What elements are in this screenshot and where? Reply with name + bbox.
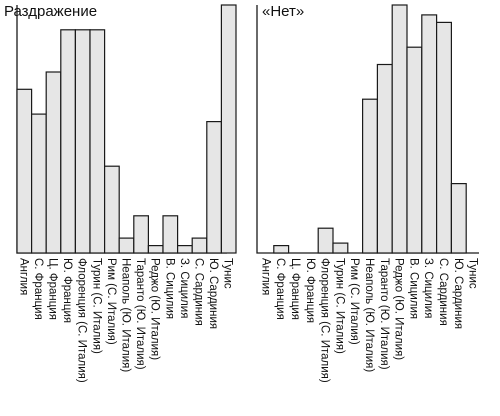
chart-panel-irritation: Раздражение Англия С. Франция Ц. Франция Ю.… xyxy=(4,3,237,383)
tick-label-irritation-10: Реджо (Ю. Италия) xyxy=(149,258,161,360)
tick-labels-irritation: Англия С. Франция Ц. Франция Ю. Франция Флор… xyxy=(17,258,233,383)
bar-no-5 xyxy=(317,227,334,254)
bar-irritation-1 xyxy=(16,88,33,254)
chart-title-irritation: Раздражение xyxy=(4,3,97,20)
bar-irritation-9 xyxy=(133,215,150,254)
tick-label-no-10: Реджо (Ю. Италия) xyxy=(393,258,405,360)
bar-irritation-3 xyxy=(45,71,62,254)
bar-no-14 xyxy=(450,183,467,254)
bar-no-6 xyxy=(332,242,349,254)
tick-label-irritation-11: В. Сицилия xyxy=(163,258,175,319)
bars-no xyxy=(273,4,467,254)
tick-label-no-1: Англия xyxy=(259,258,271,295)
chart-title-no: «Нет» xyxy=(262,3,304,20)
bar-no-13 xyxy=(436,21,453,254)
tick-label-irritation-14: Ю. Сардиния xyxy=(207,258,219,329)
tick-labels-no: Англия С. Франция Ц. Франция Ю. Франция Флор… xyxy=(259,258,478,383)
tick-label-no-13: С. Сардиния xyxy=(437,258,449,326)
tick-label-irritation-13: С. Сардиния xyxy=(193,258,205,326)
bar-irritation-15 xyxy=(220,4,237,254)
bar-irritation-12 xyxy=(177,245,193,254)
bar-irritation-10 xyxy=(147,245,164,254)
tick-label-irritation-9: Таранто (Ю. Италия) xyxy=(134,258,146,370)
bar-irritation-7 xyxy=(103,165,120,254)
tick-label-no-9: Таранто (Ю. Италия) xyxy=(378,258,390,370)
tick-label-irritation-2: С. Франция xyxy=(32,258,44,320)
tick-label-irritation-3: Ц. Франция xyxy=(47,258,59,320)
tick-label-no-14: Ю. Сардиния xyxy=(452,258,464,329)
tick-label-no-2: С. Франция xyxy=(274,258,286,320)
tick-label-no-5: Флоренция (С. Италия) xyxy=(319,258,331,383)
tick-label-irritation-6: Турин (С. Италия) xyxy=(90,258,102,354)
bar-irritation-11 xyxy=(162,215,179,254)
tick-label-no-8: Неаполь (Ю. Италия) xyxy=(363,258,375,372)
tick-label-no-4: Ю. Франция xyxy=(304,258,316,323)
tick-label-no-11: В. Сицилия xyxy=(407,258,419,319)
bar-no-12 xyxy=(421,14,438,254)
tick-label-irritation-4: Ю. Франция xyxy=(61,258,73,323)
tick-label-no-15: Тунис xyxy=(467,258,479,289)
tick-label-irritation-12: З. Сицилия xyxy=(178,258,190,318)
bar-irritation-14 xyxy=(206,120,223,254)
bar-no-10 xyxy=(391,4,408,254)
bars-irritation xyxy=(16,4,237,254)
bar-irritation-13 xyxy=(191,237,208,254)
chart-panel-no: «Нет» Англия С. Франция Ц. Франция Ю. Франц… xyxy=(256,3,479,383)
bar-irritation-8 xyxy=(118,237,135,254)
bar-irritation-6 xyxy=(89,29,106,254)
tick-label-irritation-5: Флоренция (С. Италия) xyxy=(76,258,88,383)
bar-irritation-4 xyxy=(60,29,76,254)
bar-no-9 xyxy=(376,63,393,254)
tick-label-no-3: Ц. Франция xyxy=(289,258,301,320)
bar-irritation-5 xyxy=(74,29,91,254)
tick-label-irritation-7: Рим (С. Италия) xyxy=(105,258,117,345)
bar-irritation-2 xyxy=(31,113,47,254)
tick-label-irritation-8: Неаполь (Ю. Италия) xyxy=(120,258,132,372)
tick-label-irritation-1: Англия xyxy=(17,258,29,295)
bar-no-8 xyxy=(362,98,379,254)
tick-label-no-6: Турин (С. Италия) xyxy=(333,258,345,354)
bar-no-2 xyxy=(273,245,290,254)
tick-label-irritation-15: Тунис xyxy=(222,258,234,289)
bar-no-11 xyxy=(406,46,423,254)
tick-label-no-12: З. Сицилия xyxy=(422,258,434,318)
tick-label-no-7: Рим (С. Италия) xyxy=(348,258,360,345)
